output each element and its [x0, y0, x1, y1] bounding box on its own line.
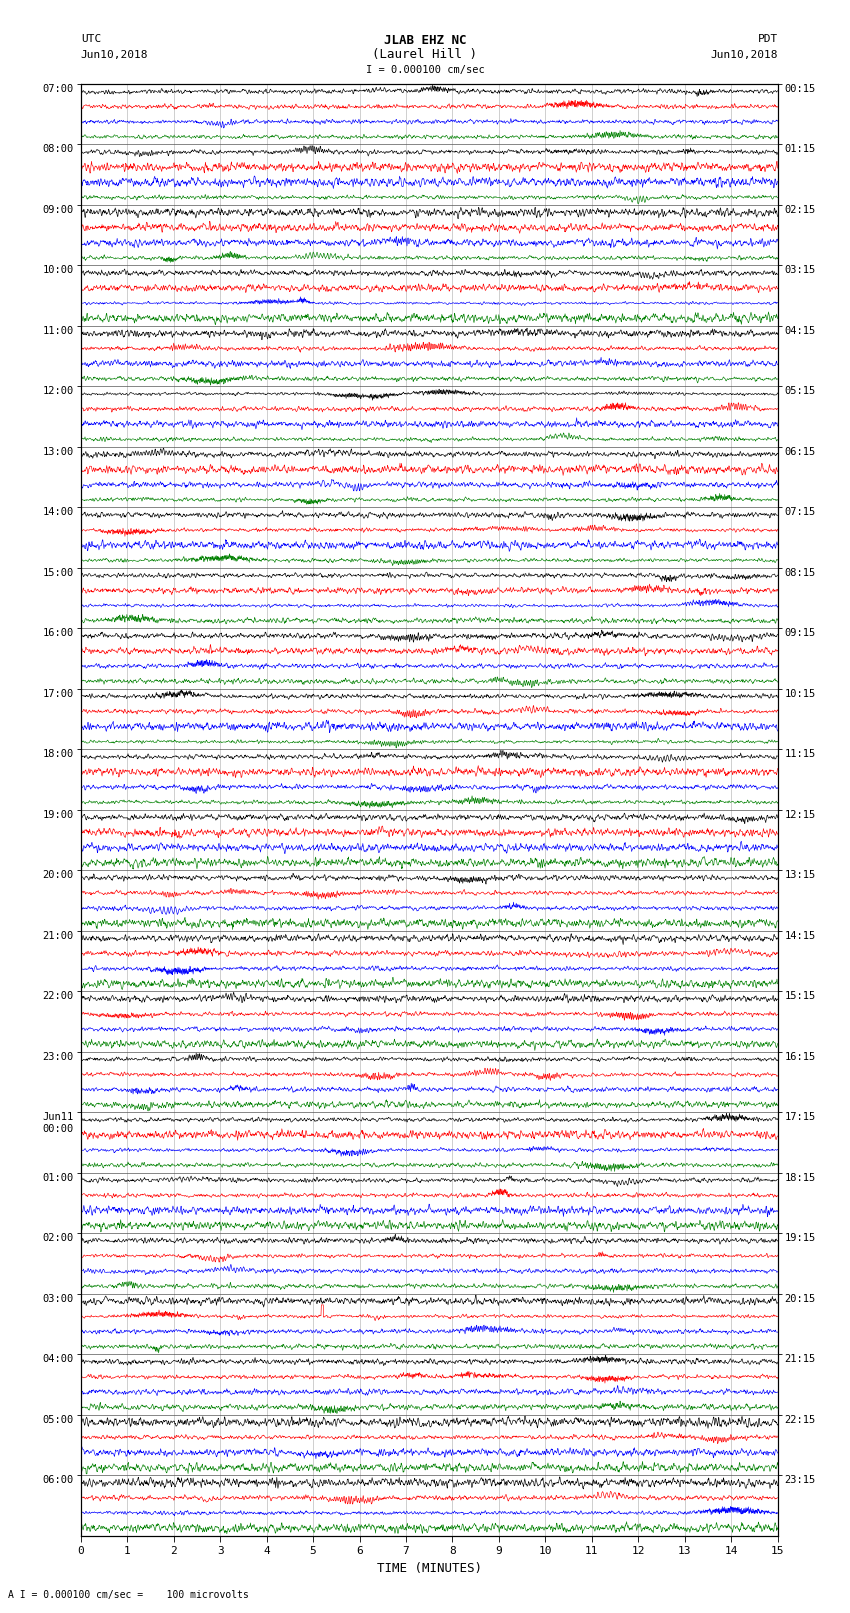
- Text: I = 0.000100 cm/sec: I = 0.000100 cm/sec: [366, 65, 484, 74]
- Text: Jun10,2018: Jun10,2018: [81, 50, 148, 60]
- Text: Jun10,2018: Jun10,2018: [711, 50, 778, 60]
- Text: PDT: PDT: [757, 34, 778, 44]
- X-axis label: TIME (MINUTES): TIME (MINUTES): [377, 1561, 482, 1574]
- Text: UTC: UTC: [81, 34, 101, 44]
- Text: (Laurel Hill ): (Laurel Hill ): [372, 48, 478, 61]
- Text: JLAB EHZ NC: JLAB EHZ NC: [383, 34, 467, 47]
- Text: A I = 0.000100 cm/sec =    100 microvolts: A I = 0.000100 cm/sec = 100 microvolts: [8, 1590, 249, 1600]
